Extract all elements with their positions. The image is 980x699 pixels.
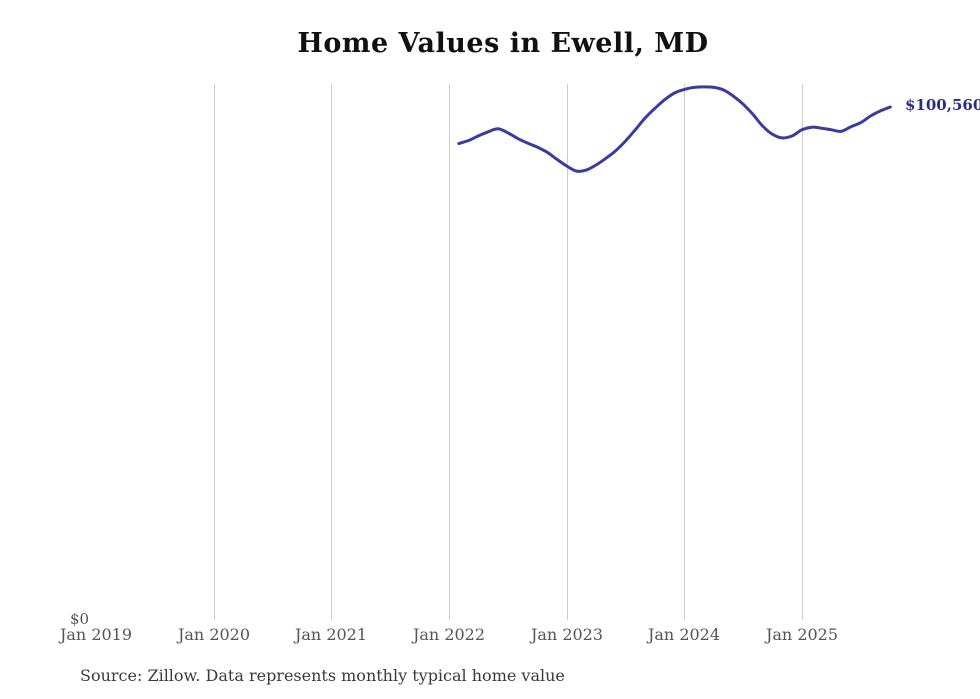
x-axis-label: Jan 2024 — [647, 625, 721, 644]
gridline — [331, 84, 332, 620]
source-note: Source: Zillow. Data represents monthly … — [80, 666, 565, 685]
gridline — [214, 84, 215, 620]
x-axis-label: Jan 2023 — [530, 625, 604, 644]
latest-value-label: $100,560 — [905, 96, 980, 114]
x-axis-label: Jan 2021 — [294, 625, 368, 644]
gridline — [449, 84, 450, 620]
x-axis-label: Jan 2022 — [412, 625, 486, 644]
x-axis-label: Jan 2025 — [765, 625, 839, 644]
chart-title: Home Values in Ewell, MD — [297, 28, 709, 59]
x-axis-label: Jan 2020 — [177, 625, 251, 644]
x-axis-label: Jan 2019 — [59, 625, 133, 644]
home-values-line — [457, 85, 892, 173]
gridline — [802, 84, 803, 620]
y-axis-zero-label: $0 — [70, 610, 90, 628]
gridline — [567, 84, 568, 620]
gridline — [684, 84, 685, 620]
